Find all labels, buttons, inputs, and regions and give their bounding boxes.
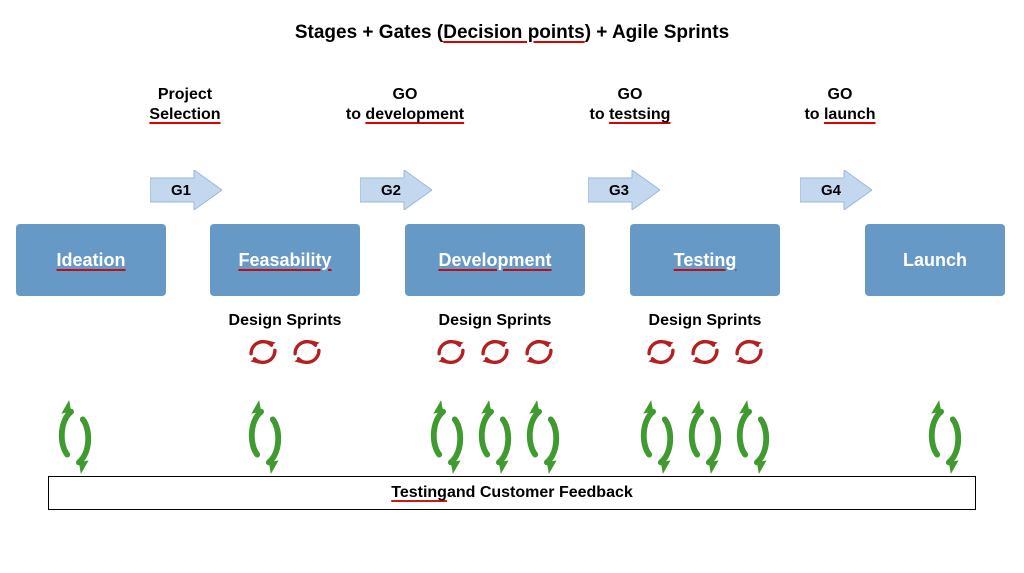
feedback-loop-icon bbox=[245, 398, 285, 476]
sprint-cycle-icon bbox=[477, 335, 513, 369]
feedback-loop-icon bbox=[733, 398, 773, 476]
stage-box: Testing bbox=[630, 224, 780, 296]
gate-arrow: G1 bbox=[150, 170, 222, 210]
feedback-loop-icon bbox=[55, 398, 95, 476]
sprint-cycle-icon bbox=[731, 335, 767, 369]
diagram-title: Stages + Gates (Decision points) + Agile… bbox=[0, 22, 1024, 44]
gate-label: GOto testsing bbox=[555, 85, 705, 125]
stage-box: Launch bbox=[865, 224, 1005, 296]
feedback-bar: Testing and Customer Feedback bbox=[48, 476, 976, 510]
stage-box: Ideation bbox=[16, 224, 166, 296]
feedback-loop-icon bbox=[475, 398, 515, 476]
gate-arrow: G3 bbox=[588, 170, 660, 210]
stage-box: Feasability bbox=[210, 224, 360, 296]
feedback-loop-icon bbox=[925, 398, 965, 476]
feedback-loop-icon bbox=[637, 398, 677, 476]
feedback-loop-icon bbox=[523, 398, 563, 476]
sprint-label: Design Sprints bbox=[615, 312, 795, 330]
sprint-cycle-icon bbox=[245, 335, 281, 369]
gate-label: GOto development bbox=[320, 85, 490, 125]
gate-arrow: G2 bbox=[360, 170, 432, 210]
sprint-cycle-icon bbox=[687, 335, 723, 369]
gate-arrow: G4 bbox=[800, 170, 872, 210]
sprint-label: Design Sprints bbox=[195, 312, 375, 330]
sprint-cycle-icon bbox=[521, 335, 557, 369]
feedback-loop-icon bbox=[427, 398, 467, 476]
sprint-cycle-icon bbox=[433, 335, 469, 369]
sprint-label: Design Sprints bbox=[405, 312, 585, 330]
gate-label: GOto launch bbox=[770, 85, 910, 125]
stage-box: Development bbox=[405, 224, 585, 296]
feedback-loop-icon bbox=[685, 398, 725, 476]
sprint-cycle-icon bbox=[643, 335, 679, 369]
gate-label: ProjectSelection bbox=[110, 85, 260, 125]
sprint-cycle-icon bbox=[289, 335, 325, 369]
